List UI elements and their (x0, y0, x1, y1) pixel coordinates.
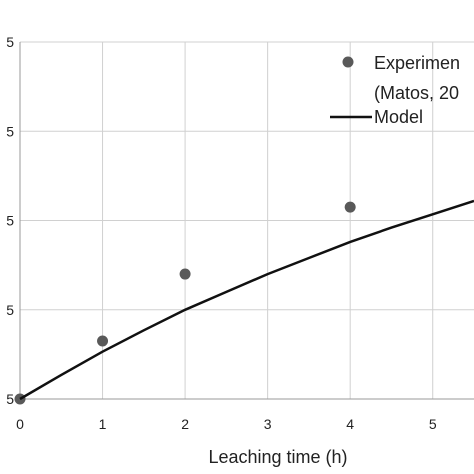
legend-model-label: Model (374, 107, 423, 127)
x-tick-label: 2 (181, 416, 189, 432)
y-tick-label: 5 (6, 34, 14, 50)
x-tick-label: 4 (346, 416, 354, 432)
x-tick-label: 0 (16, 416, 24, 432)
legend-experimental-label-line2: (Matos, 20 (374, 83, 459, 103)
tick-labels: 0 1 2 3 4 5 5 5 5 5 5 (6, 34, 437, 432)
y-tick-label: 5 (6, 302, 14, 318)
x-axis-title: Leaching time (h) (208, 447, 347, 467)
series (14, 199, 474, 405)
x-tick-label: 1 (99, 416, 107, 432)
legend: Experimen (Matos, 20 Model (330, 53, 460, 127)
experimental-point (179, 268, 191, 280)
model-line (19, 199, 474, 401)
axes (19, 42, 474, 400)
legend-experimental-marker (342, 56, 354, 68)
legend-experimental-label-line1: Experimen (374, 53, 460, 73)
experimental-point (344, 201, 356, 213)
experimental-point (97, 335, 109, 347)
y-tick-label: 5 (6, 123, 14, 139)
x-tick-label: 3 (264, 416, 272, 432)
y-tick-label: 5 (6, 213, 14, 229)
y-tick-label: 5 (6, 391, 14, 407)
x-tick-label: 5 (429, 416, 437, 432)
grid (20, 41, 474, 399)
